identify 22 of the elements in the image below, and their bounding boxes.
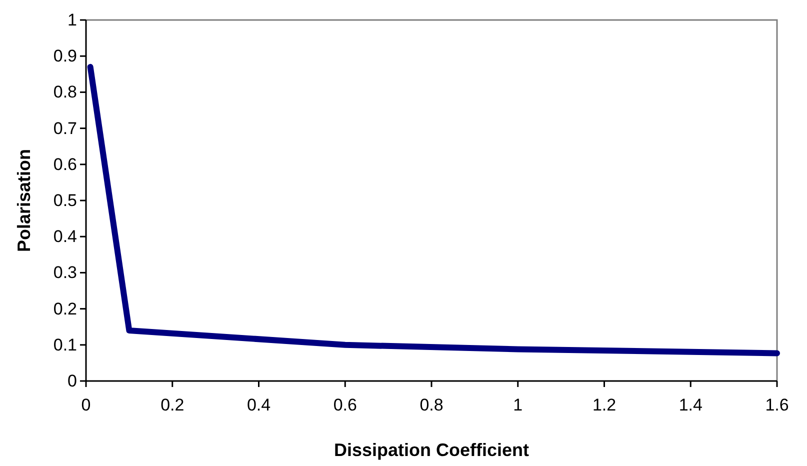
x-tick-label: 0.4	[246, 395, 271, 414]
y-tick-label: 0.7	[53, 118, 77, 138]
y-tick-label: 0.4	[53, 227, 77, 246]
x-tick-label: 0	[81, 395, 91, 414]
y-tick-label: 0	[68, 371, 77, 390]
x-tick-label: 0.8	[420, 395, 444, 414]
y-axis-title: Polarisation	[14, 148, 34, 252]
y-tick-label: 0.3	[53, 263, 77, 282]
x-tick-label: 1	[513, 395, 523, 414]
x-tick-label: 1.2	[592, 395, 616, 414]
y-tick-label: 0.5	[53, 190, 77, 210]
y-tick-label: 0.1	[53, 335, 77, 354]
x-axis-title: Dissipation Coefficient	[334, 440, 530, 460]
y-tick-label: 0.8	[53, 82, 77, 102]
x-tick-label: 0.2	[160, 395, 184, 414]
y-tick-label: 1	[68, 10, 77, 30]
y-tick-label: 0.2	[53, 299, 77, 318]
x-tick-label: 0.6	[333, 395, 357, 414]
x-tick-label: 1.6	[765, 395, 789, 414]
y-tick-label: 0.6	[53, 154, 77, 174]
x-tick-label: 1.4	[678, 395, 702, 414]
y-tick-label: 0.9	[53, 46, 77, 66]
